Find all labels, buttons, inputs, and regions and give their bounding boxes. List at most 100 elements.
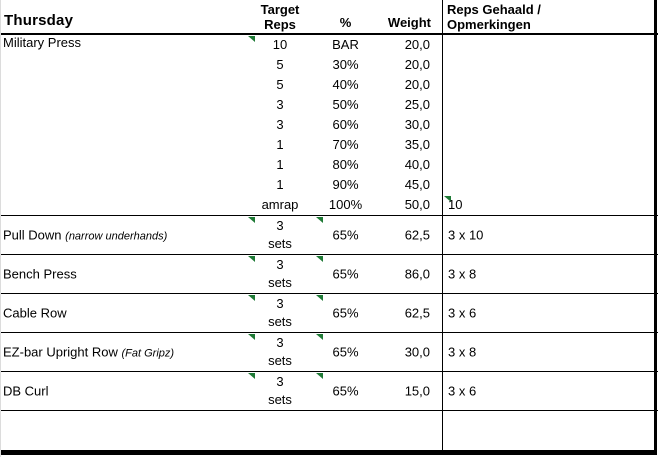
error-indicator-icon: [248, 36, 255, 42]
target-reps-cell[interactable]: 1: [276, 137, 284, 152]
exercise-name-cell[interactable]: EZ-bar Upright Row (Fat Gripz): [3, 345, 174, 360]
military-set-row: 1 70% 35,0: [0, 135, 658, 155]
percent-cell[interactable]: 65%: [332, 266, 359, 282]
error-indicator-icon: [444, 196, 451, 202]
exercise-name-cell[interactable]: Pull Down (narrow underhands): [3, 228, 167, 243]
percent-cell[interactable]: 100%: [328, 197, 363, 212]
target-reps-cell[interactable]: 1: [276, 177, 284, 192]
day-title: Thursday: [4, 12, 74, 29]
result-cell[interactable]: [443, 175, 648, 195]
exercise-name: Bench Press: [3, 266, 77, 282]
military-set-row: 1 80% 40,0: [0, 155, 658, 175]
target-reps-cell[interactable]: 5: [276, 57, 284, 72]
weight-cell[interactable]: 15,0: [404, 383, 430, 399]
weight-cell[interactable]: 50,0: [404, 197, 430, 212]
percent-cell[interactable]: 80%: [332, 157, 359, 172]
result-cell[interactable]: [443, 155, 648, 175]
result-cell[interactable]: 10: [448, 197, 463, 212]
error-indicator-icon: [316, 373, 323, 379]
exercise-block: Cable Row 3 sets 65% 62,5 3 x 6: [0, 293, 658, 332]
error-indicator-icon: [248, 295, 255, 301]
result-cell[interactable]: [443, 135, 648, 155]
weight-cell[interactable]: 35,0: [404, 137, 430, 152]
column-header-target-line2: Reps: [264, 17, 296, 32]
weight-cell[interactable]: 45,0: [404, 177, 430, 192]
sets-count-cell[interactable]: 3: [276, 296, 284, 311]
result-cell[interactable]: [443, 75, 648, 95]
weight-cell[interactable]: 20,0: [404, 37, 430, 52]
target-reps-cell[interactable]: 1: [276, 157, 284, 172]
column-header-result: Reps Gehaald / Opmerkingen: [447, 2, 652, 32]
percent-cell[interactable]: 90%: [332, 177, 359, 192]
result-cell[interactable]: 3 x 8: [448, 344, 477, 360]
result-cell[interactable]: 3 x 6: [448, 305, 477, 321]
target-reps-cell[interactable]: 3: [276, 117, 284, 132]
error-indicator-icon: [316, 334, 323, 340]
military-set-row: 3 60% 30,0: [0, 115, 658, 135]
sets-count-cell[interactable]: 3: [276, 257, 284, 272]
weight-cell[interactable]: 30,0: [404, 344, 430, 360]
sets-label: sets: [268, 275, 292, 290]
percent-cell[interactable]: 65%: [332, 383, 359, 399]
result-cell[interactable]: 3 x 8: [448, 266, 477, 282]
weight-cell[interactable]: 20,0: [404, 77, 430, 92]
target-reps-cell[interactable]: 3: [276, 97, 284, 112]
sets-label: sets: [268, 314, 292, 329]
column-header-result-line2: Opmerkingen: [447, 17, 531, 32]
military-set-row: 3 50% 25,0: [0, 95, 658, 115]
weight-cell[interactable]: 86,0: [404, 266, 430, 282]
sets-count-cell[interactable]: 3: [276, 374, 284, 389]
weight-cell[interactable]: 40,0: [404, 157, 430, 172]
percent-cell[interactable]: 65%: [332, 344, 359, 360]
exercise-block: EZ-bar Upright Row (Fat Gripz) 3 sets 65% 30…: [0, 332, 658, 371]
table-bottom-border: [0, 450, 657, 455]
result-cell[interactable]: [443, 55, 648, 75]
error-indicator-icon: [316, 295, 323, 301]
percent-cell[interactable]: 65%: [332, 227, 359, 243]
exercise-block: DB Curl 3 sets 65% 15,0 3 x 6: [0, 371, 658, 410]
result-cell[interactable]: [443, 35, 648, 55]
exercise-name-cell[interactable]: DB Curl: [3, 384, 49, 399]
percent-cell[interactable]: 40%: [332, 77, 359, 92]
target-reps-cell[interactable]: amrap: [261, 197, 299, 212]
weight-cell[interactable]: 62,5: [404, 305, 430, 321]
weight-cell[interactable]: 20,0: [404, 57, 430, 72]
military-set-row: 5 40% 20,0: [0, 75, 658, 95]
error-indicator-icon: [248, 256, 255, 262]
sets-count-cell[interactable]: 3: [276, 335, 284, 350]
result-cell[interactable]: 3 x 6: [448, 383, 477, 399]
empty-row-block[interactable]: [0, 410, 658, 450]
gridline-left: [0, 0, 1, 457]
error-indicator-icon: [316, 217, 323, 223]
column-header-weight: Weight: [387, 15, 431, 30]
percent-cell[interactable]: 70%: [332, 137, 359, 152]
exercise-name[interactable]: Military Press: [3, 35, 82, 50]
percent-cell[interactable]: 60%: [332, 117, 359, 132]
accessory-exercise-section: Pull Down (narrow underhands) 3 sets 65% 62,…: [0, 215, 658, 450]
exercise-note: (narrow underhands): [65, 230, 168, 243]
weight-cell[interactable]: 25,0: [404, 97, 430, 112]
weight-cell[interactable]: 62,5: [404, 227, 430, 243]
exercise-block: Pull Down (narrow underhands) 3 sets 65% 62,…: [0, 215, 658, 254]
weight-cell[interactable]: 30,0: [404, 117, 430, 132]
sets-label: sets: [268, 392, 292, 407]
percent-cell[interactable]: 50%: [332, 97, 359, 112]
sets-count-cell[interactable]: 3: [276, 218, 284, 233]
percent-cell[interactable]: 30%: [332, 57, 359, 72]
exercise-name: Pull Down: [3, 227, 62, 243]
column-header-target-reps: Target Reps: [247, 2, 313, 32]
exercise-block: Bench Press 3 sets 65% 86,0 3 x 8: [0, 254, 658, 293]
percent-cell[interactable]: 65%: [332, 305, 359, 321]
result-cell[interactable]: [443, 115, 648, 135]
military-set-row: amrap 100% 50,0 10: [0, 195, 658, 215]
result-cell[interactable]: [443, 95, 648, 115]
result-cell[interactable]: 3 x 10: [448, 227, 484, 243]
military-set-row: 10 BAR 20,0: [0, 35, 658, 55]
target-reps-cell[interactable]: 10: [272, 37, 288, 52]
target-reps-cell[interactable]: 5: [276, 77, 284, 92]
percent-cell[interactable]: BAR: [332, 37, 359, 52]
exercise-name-cell[interactable]: Bench Press: [3, 267, 77, 282]
exercise-name-cell[interactable]: Cable Row: [3, 306, 67, 321]
sets-label: sets: [268, 353, 292, 368]
